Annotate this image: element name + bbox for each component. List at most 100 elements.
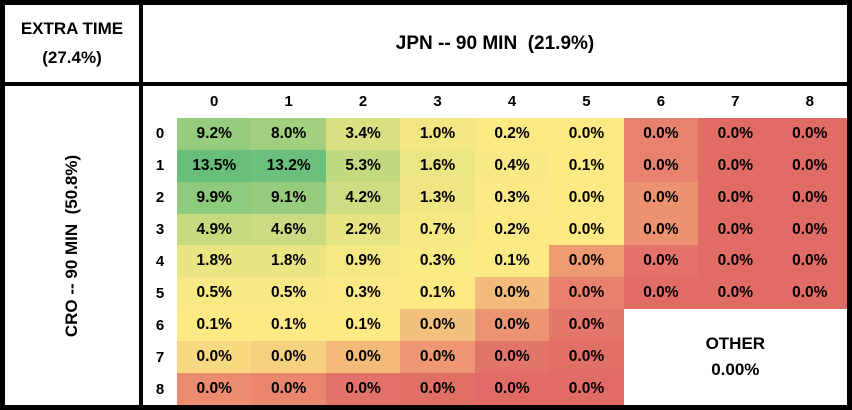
matrix-cell: 0.3% (474, 181, 550, 214)
matrix-cell: 0.0% (623, 149, 699, 182)
matrix-cell: 9.1% (251, 181, 326, 214)
other-label: OTHER (705, 333, 766, 353)
matrix-cell: 0.0% (549, 181, 624, 214)
matrix-cell: 0.1% (177, 309, 252, 342)
matrix-cell: 0.0% (623, 181, 699, 214)
matrix-cell: 0.0% (400, 309, 475, 342)
matrix-cell: 0.4% (474, 149, 550, 182)
row-header: 8 (143, 373, 177, 405)
matrix-cell: 1.8% (177, 245, 252, 278)
matrix-cell: 0.0% (549, 277, 624, 310)
row-header: 2 (143, 181, 177, 214)
matrix-cell: 0.0% (325, 373, 401, 405)
matrix-cell: 0.1% (251, 309, 326, 342)
matrix-cell: 0.2% (474, 117, 550, 150)
matrix-cell: 0.3% (325, 277, 401, 310)
matrix-cell: 0.0% (549, 309, 624, 342)
matrix-cell: 0.0% (772, 117, 847, 150)
matrix-cell: 1.3% (400, 181, 475, 214)
matrix-cell: 0.0% (251, 341, 326, 374)
matrix-cell: 0.0% (772, 213, 847, 246)
matrix-cell: 0.0% (474, 341, 550, 374)
matrix-cell: 0.1% (549, 149, 624, 182)
matrix-cell: 0.0% (177, 341, 252, 374)
other-value: 0.00% (711, 360, 760, 380)
row-header: 3 (143, 213, 177, 246)
matrix-cell: 0.0% (698, 245, 773, 278)
matrix-cell: 0.0% (772, 245, 847, 278)
jpn-axis-label: JPN -- 90 MIN (21.9%) (395, 32, 595, 54)
matrix-cell: 0.0% (549, 245, 624, 278)
matrix-cell: 9.2% (177, 117, 252, 150)
extra-time-label: EXTRA TIME (20, 19, 124, 39)
matrix-cell: 0.1% (400, 277, 475, 310)
matrix-cell: 0.0% (549, 373, 624, 405)
matrix-cell: 0.0% (325, 341, 401, 374)
matrix-cell: 3.4% (325, 117, 401, 150)
cro-axis-header: CRO -- 90 MIN (50.8%) (5, 86, 143, 405)
matrix-cell: 0.0% (549, 341, 624, 374)
matrix-cell: 0.0% (177, 373, 252, 405)
extra-time-header: EXTRA TIME (27.4%) (5, 5, 143, 86)
row-header: 5 (143, 277, 177, 310)
matrix-cell: 0.0% (251, 373, 326, 405)
matrix-cell: 0.2% (474, 213, 550, 246)
matrix-cell: 0.0% (623, 117, 699, 150)
matrix-cell: 0.3% (400, 245, 475, 278)
matrix-cell: 0.0% (549, 213, 624, 246)
col-header: 8 (772, 86, 847, 118)
matrix-cell: 0.0% (698, 117, 773, 150)
matrix-cell: 0.0% (698, 181, 773, 214)
matrix-cell: 13.2% (251, 149, 326, 182)
matrix-cell: 0.1% (325, 309, 401, 342)
matrix-cell: 4.2% (325, 181, 401, 214)
matrix-cell: 0.0% (400, 341, 475, 374)
col-header: 4 (474, 86, 550, 118)
col-header: 3 (400, 86, 475, 118)
matrix-cell: 4.9% (177, 213, 252, 246)
matrix-corner (143, 86, 177, 118)
row-header: 4 (143, 245, 177, 278)
matrix-cell: 5.3% (325, 149, 401, 182)
matrix-cell: 0.0% (772, 181, 847, 214)
col-header: 6 (623, 86, 699, 118)
matrix-cell: 0.0% (623, 245, 699, 278)
matrix-cell: 0.0% (623, 213, 699, 246)
matrix-cell: 1.8% (251, 245, 326, 278)
matrix-cell: 0.0% (623, 277, 699, 310)
matrix-cell: 0.0% (474, 309, 550, 342)
other-box: OTHER 0.00% (623, 309, 847, 405)
matrix-cell: 0.0% (474, 277, 550, 310)
matrix-cell: 0.0% (698, 277, 773, 310)
matrix-cell: 1.6% (400, 149, 475, 182)
matrix-cell: 1.0% (400, 117, 475, 150)
score-matrix: OTHER 0.00% 0 1 2 3 4 5 6 7 8 0 9.2% 8.0% 3.4% 1.0% 0.… (143, 86, 847, 405)
matrix-cell: 0.9% (325, 245, 401, 278)
matrix-cell: 9.9% (177, 181, 252, 214)
matrix-cell: 0.0% (549, 117, 624, 150)
col-header: 7 (698, 86, 773, 118)
cro-axis-label: CRO -- 90 MIN (50.8%) (62, 154, 81, 337)
extra-time-probability: (27.4%) (42, 47, 102, 67)
matrix-cell: 13.5% (177, 149, 252, 182)
matrix-cell: 0.0% (772, 149, 847, 182)
row-header: 0 (143, 117, 177, 150)
row-header: 1 (143, 149, 177, 182)
matrix-cell: 2.2% (325, 213, 401, 246)
matrix-cell: 0.0% (698, 213, 773, 246)
matrix-cell: 0.0% (474, 373, 550, 405)
matrix-cell: 0.0% (772, 277, 847, 310)
jpn-axis-header: JPN -- 90 MIN (21.9%) (143, 5, 847, 86)
row-header: 7 (143, 341, 177, 374)
row-header: 6 (143, 309, 177, 342)
matrix-cell: 0.1% (474, 245, 550, 278)
matrix-cell: 4.6% (251, 213, 326, 246)
col-header: 2 (325, 86, 401, 118)
matrix-cell: 0.5% (177, 277, 252, 310)
col-header: 5 (549, 86, 624, 118)
matrix-cell: 8.0% (251, 117, 326, 150)
matrix-cell: 0.0% (698, 149, 773, 182)
col-header: 0 (177, 86, 252, 118)
matrix-cell: 0.7% (400, 213, 475, 246)
